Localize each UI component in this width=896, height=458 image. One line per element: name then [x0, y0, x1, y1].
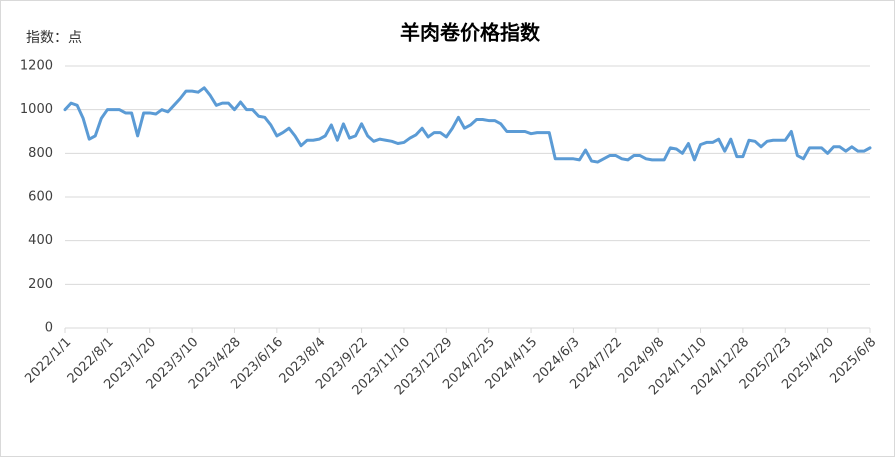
y-tick-label: 600	[28, 190, 53, 205]
y-tick-label: 200	[28, 277, 53, 292]
y-tick-label: 400	[28, 233, 53, 248]
y-tick-label: 1000	[20, 102, 53, 117]
y-tick-label: 800	[28, 146, 53, 161]
y-tick-label: 0	[45, 321, 53, 336]
data-line	[63, 86, 872, 164]
y-axis-label: 指数：点	[26, 30, 82, 46]
chart-title: 羊肉卷价格指数	[400, 21, 541, 45]
y-tick-label: 1200	[20, 59, 53, 74]
